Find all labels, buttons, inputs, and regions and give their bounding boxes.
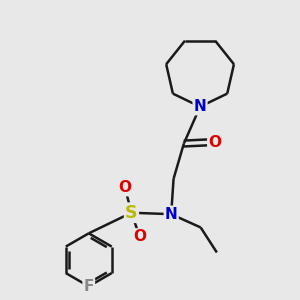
- Text: S: S: [125, 204, 138, 222]
- Text: O: O: [208, 134, 221, 149]
- Text: O: O: [133, 230, 146, 244]
- Text: F: F: [84, 279, 94, 294]
- Text: O: O: [118, 180, 131, 195]
- Text: N: N: [165, 207, 178, 222]
- Text: N: N: [194, 99, 206, 114]
